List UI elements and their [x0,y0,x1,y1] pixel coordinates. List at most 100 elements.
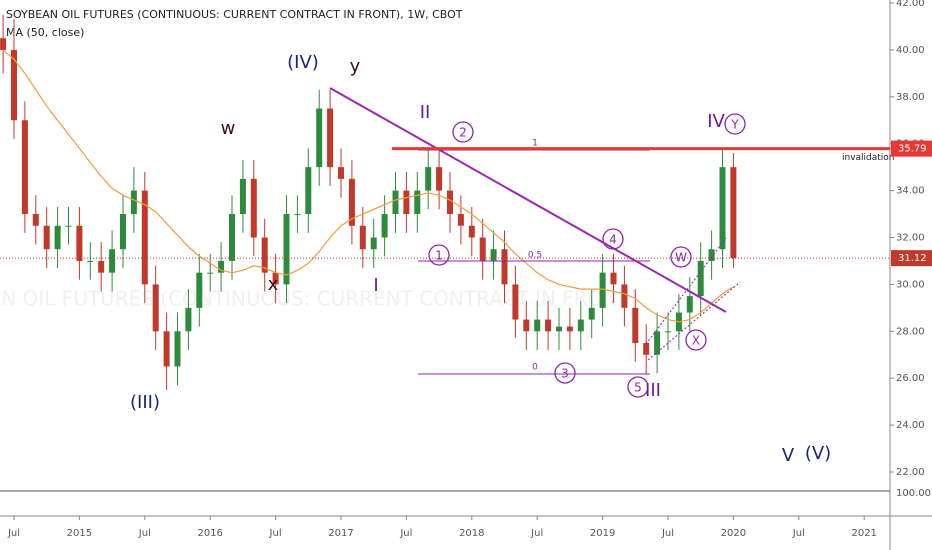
wave-label: w [221,118,236,139]
candle-body [65,225,72,227]
candle-body [599,272,606,308]
x-tick-label: Jul [7,528,20,539]
candle-body [686,296,693,313]
x-tick-label: Jul [138,528,151,539]
candle-body [523,319,530,332]
x-tick-label: 2018 [459,528,484,539]
candle-body [665,331,671,333]
x-tick-label: Jul [399,528,412,539]
candle-body [163,331,170,367]
candle-body [392,190,399,215]
wave-label: 3 [561,367,569,381]
candle-body [207,272,214,274]
fib-label: 0 [532,363,538,373]
candle-body [261,237,268,273]
candle-body [305,167,312,215]
candle-body [76,225,83,261]
wave-label: V [782,445,795,466]
candle-body [218,260,225,273]
wave-label: Y [730,118,739,132]
wave-label: 2 [459,126,467,140]
candle-body [457,214,464,226]
wave-label: (IV) [287,52,319,73]
y-tick-label: 38.00 [896,92,925,103]
invalidation-text: invalidation [842,153,895,163]
candle-body [632,307,639,344]
wave-label: 1 [435,249,443,263]
wave-label: III [645,380,661,401]
candle-body [229,214,235,261]
fib-label: 1 [532,139,538,149]
candle-body [654,331,661,355]
wave-label: II [420,102,431,123]
y-tick-label: 32.00 [896,233,925,244]
candle-body [338,167,344,179]
wave-label: 4 [609,233,617,247]
wave-circle [452,121,474,143]
candle-body [370,237,377,250]
wave-label: y [350,56,361,77]
x-tick-label: Jul [530,528,543,539]
candle-body [490,249,497,261]
x-tick-label: 2017 [328,528,353,539]
wave-label: (V) [805,443,831,464]
wave-label: X [692,334,700,348]
candle-body [98,260,105,273]
x-tick-label: 2019 [590,528,615,539]
candle-body [621,284,628,308]
candle-body [294,214,301,216]
candle-body [468,225,475,238]
wave-label: W [675,251,687,265]
candle-body [534,319,541,332]
candle-body [11,49,17,121]
wave-circle [670,246,692,268]
candle-body [87,260,94,262]
candle-body [109,249,116,273]
wave-circle [685,329,707,351]
candle-body [425,167,432,191]
candle-body [719,167,726,250]
y-tick-label: 30.00 [896,279,925,290]
wave-circle [428,244,450,266]
y-tick-label: 34.00 [896,186,925,197]
chart-subtitle: MA (50, close) [6,26,84,39]
candle-body [447,190,453,215]
candle-body [708,249,715,261]
price-badge [891,250,932,267]
x-tick-label: 2021 [851,528,876,539]
candle-body [21,120,28,215]
candle-body [545,319,552,332]
candle-body [610,272,617,285]
candle-body [185,307,192,332]
candle-body [697,260,704,297]
candle-body [174,331,181,367]
wave-label: 5 [634,381,642,395]
last-price-badge: 31.12 [898,253,927,264]
candle-body [359,225,366,250]
y-tick-label: 40.00 [896,45,925,56]
trend-line [329,87,727,313]
candle-body [152,284,159,332]
y-tick-label: 26.00 [896,373,925,384]
candle-body [32,214,39,226]
lower-panel-label: 100.00 [896,488,931,499]
candle-body [414,190,421,215]
candle-body [348,178,355,226]
x-tick-label: 2020 [721,528,746,539]
candle-body [196,272,203,308]
x-tick-label: 2016 [197,528,222,539]
y-tick-label: 42.00 [896,0,925,9]
candle-body [556,326,562,332]
moving-average [2,49,734,323]
candle-body [588,307,595,320]
candle-body [272,272,279,285]
invalidation-badge: 35.79 [898,144,927,155]
wave-label: (III) [130,392,160,413]
candle-body [381,214,388,238]
candle-body [327,108,334,168]
wave-circle [554,362,576,384]
candle-body [643,343,650,355]
candle-body [403,190,410,215]
wave-circle [724,113,746,135]
